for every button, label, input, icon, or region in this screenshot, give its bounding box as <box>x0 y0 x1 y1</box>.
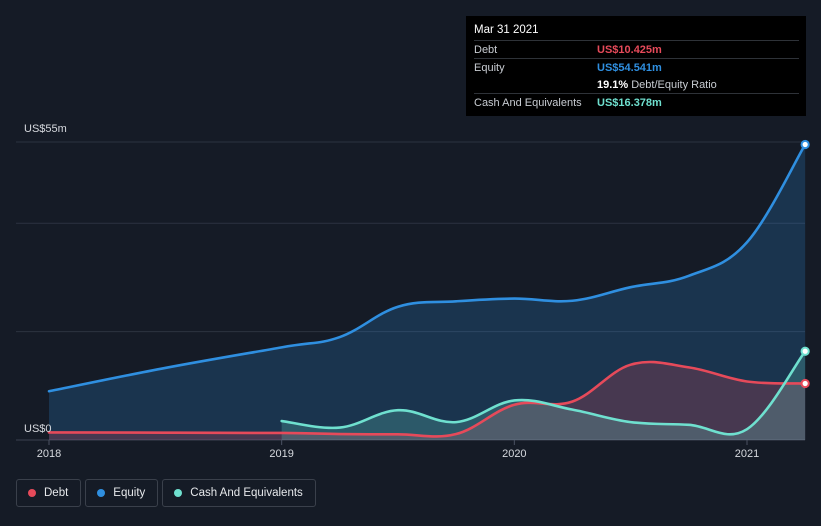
tooltip-date: Mar 31 2021 <box>474 24 539 36</box>
y-axis-top-label: US$55m <box>24 123 67 135</box>
legend-cash-dot-icon <box>174 489 183 497</box>
legend-cash-label: Cash And Equivalents <box>190 487 303 499</box>
tooltip-equity-value: US$54.541m <box>597 61 662 74</box>
x-tick-label: 2019 <box>269 448 293 460</box>
tooltip-ratio-label: Debt/Equity Ratio <box>631 78 717 91</box>
tooltip-equity-label: Equity <box>474 61 505 74</box>
tooltip-debt-value: US$10.425m <box>597 43 662 56</box>
x-tick-label: 2018 <box>37 448 61 460</box>
debt-end-marker <box>800 378 810 389</box>
legend-item-cash[interactable]: Cash And Equivalents <box>162 479 316 507</box>
x-tick-label: 2021 <box>735 448 759 460</box>
series-end-markers <box>800 139 810 389</box>
legend-item-debt[interactable]: Debt <box>16 479 82 507</box>
debt-line <box>47 360 807 438</box>
gridlines <box>16 141 805 441</box>
tooltip-equity-row: Equity US$54.541m <box>474 58 799 76</box>
cash-area <box>281 351 806 440</box>
x-tick-label: 2020 <box>502 448 526 460</box>
legend-equity-dot-icon <box>97 489 106 497</box>
tooltip-debt-row: Debt US$10.425m <box>474 40 799 58</box>
series-lines <box>47 143 807 438</box>
legend-debt-label: Debt <box>44 487 69 499</box>
tooltip-debt-label: Debt <box>474 43 498 56</box>
x-axis: 2018 2019 2020 2021 <box>37 440 759 460</box>
legend-item-equity[interactable]: Equity <box>85 479 159 507</box>
data-tooltip: Mar 31 2021 Debt US$10.425m Equity US$54… <box>466 16 806 116</box>
legend-debt-dot-icon <box>28 489 36 497</box>
tooltip-cash-value: US$16.378m <box>597 96 662 109</box>
equity-area <box>49 144 806 440</box>
equity-line <box>47 143 807 393</box>
legend-equity-label: Equity <box>113 487 146 499</box>
tooltip-cash-label: Cash And Equivalents <box>474 96 582 109</box>
cash-end-marker <box>800 346 810 356</box>
y-axis-bottom-label: US$0 <box>24 423 52 435</box>
chart-legend: Debt Equity Cash And Equivalents <box>16 479 316 507</box>
tooltip-ratio-value: 19.1% <box>597 78 629 91</box>
tooltip-cash-row: Cash And Equivalents US$16.378m <box>474 93 799 111</box>
equity-end-marker <box>800 139 810 150</box>
series-areas <box>49 144 806 440</box>
cash-line <box>280 349 807 436</box>
tooltip-ratio-row: 19.1% Debt/Equity Ratio <box>474 76 799 93</box>
